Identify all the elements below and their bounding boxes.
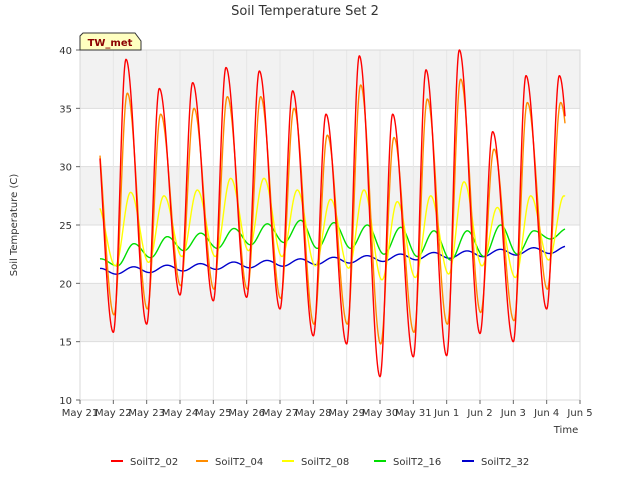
y-tick-label: 10 [59, 396, 72, 407]
legend: SoilT2_02 SoilT2_04 SoilT2_08 SoilT2_16 Soil… [111, 457, 529, 468]
plot-band [80, 50, 580, 109]
x-tick-label: May 28 [295, 408, 332, 419]
series-line-soilt2-02 [99, 49, 566, 378]
x-tick-label: May 21 [62, 408, 99, 419]
x-tick-label: May 31 [395, 408, 432, 419]
site-badge-box [79, 32, 142, 51]
x-tick-label: May 25 [195, 408, 232, 419]
legend-label: SoilT2_16 [393, 457, 441, 468]
legend-label: SoilT2_04 [215, 457, 263, 468]
x-tick-label: May 27 [262, 408, 299, 419]
plot-band [80, 341, 580, 400]
series-layer [99, 49, 566, 378]
legend-label: SoilT2_02 [130, 457, 178, 468]
x-tick-label: May 22 [95, 408, 132, 419]
y-tick-label: 25 [59, 221, 72, 232]
y-tick-label: 35 [59, 104, 72, 115]
x-axis-label: Time [553, 425, 578, 436]
y-tick-label: 20 [59, 279, 72, 290]
series-line-soilt2-08 [99, 177, 566, 281]
x-tick-label: May 30 [362, 408, 399, 419]
legend-label: SoilT2_32 [481, 457, 529, 468]
site-badge-label: TW_met [88, 38, 133, 49]
y-axis-label: Soil Temperature (C) [9, 174, 20, 277]
x-tick-label: Jun 2 [466, 408, 492, 419]
x-tick-label: May 26 [228, 408, 265, 419]
x-tick-label: May 23 [128, 408, 165, 419]
legend-label: SoilT2_08 [301, 457, 349, 468]
x-tick-label: May 24 [162, 408, 199, 419]
x-tick-label: Jun 4 [533, 408, 559, 419]
y-tick-label: 40 [59, 46, 72, 57]
x-tick-label: May 29 [328, 408, 365, 419]
y-tick-label: 30 [59, 163, 72, 174]
series-line-soilt2-32 [99, 245, 566, 275]
x-tick-label: Jun 1 [433, 408, 459, 419]
x-tick-label: Jun 5 [566, 408, 592, 419]
plot-band [80, 225, 580, 284]
x-tick-label: Jun 3 [500, 408, 526, 419]
site-badge: TW_met [79, 32, 142, 51]
y-tick-label: 15 [59, 338, 72, 349]
y-ticks: 10 15 20 25 30 35 40 [59, 46, 80, 407]
chart-title: Soil Temperature Set 2 [231, 4, 379, 19]
plot-band [80, 283, 580, 342]
